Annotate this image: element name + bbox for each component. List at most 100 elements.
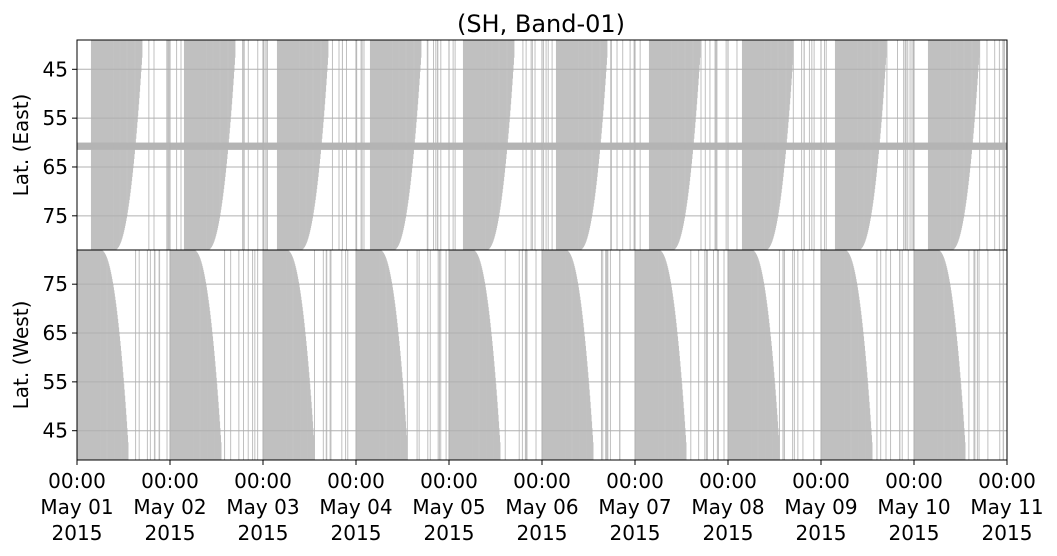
coverage-step [872, 40, 874, 200]
coverage-step [773, 377, 775, 460]
coverage-step [313, 435, 315, 460]
coverage-step [694, 40, 695, 134]
coverage-step [385, 258, 387, 460]
coverage-step [668, 274, 670, 460]
coverage-step [405, 428, 407, 460]
coverage-step [193, 250, 195, 460]
coverage-step [116, 310, 118, 460]
coverage-step [956, 341, 958, 460]
coverage-step [311, 408, 313, 460]
coverage-step [567, 251, 569, 460]
coverage-step [858, 293, 859, 460]
coverage-step [492, 40, 493, 244]
coverage-step [948, 279, 950, 460]
coverage-step [495, 389, 497, 460]
coverage-step [667, 269, 669, 460]
coverage-step [133, 40, 134, 164]
coverage-step [958, 355, 959, 460]
coverage-step [513, 40, 514, 65]
coverage-step [584, 341, 586, 460]
coverage-step [406, 435, 408, 460]
coverage-step [772, 40, 774, 240]
coverage-step [777, 40, 779, 216]
coverage-step [953, 310, 955, 460]
coverage-step [759, 265, 761, 460]
coverage-step [792, 40, 793, 65]
coverage-step [475, 252, 477, 460]
coverage-step [234, 40, 236, 58]
coverage-step [689, 40, 691, 177]
coverage-step [699, 40, 700, 65]
x-tick-label: 00:00 [978, 469, 1036, 493]
coverage-step [495, 40, 497, 233]
coverage-step [128, 40, 130, 200]
coverage-step [577, 284, 579, 460]
coverage-step [937, 250, 939, 460]
coverage-step [127, 442, 129, 460]
coverage-step [410, 40, 412, 182]
coverage-cycle [170, 250, 259, 460]
coverage-step [662, 253, 664, 460]
coverage-step [414, 40, 416, 139]
coverage-step [782, 40, 784, 177]
coverage-step [858, 296, 860, 460]
y-tick-label: 45 [43, 57, 68, 81]
coverage-step [866, 377, 868, 460]
coverage-step [215, 372, 217, 460]
coverage-step [196, 251, 198, 460]
coverage-step [405, 40, 407, 216]
coverage-step [770, 40, 772, 245]
coverage-step [964, 40, 965, 213]
coverage-step [592, 40, 593, 213]
coverage-step [325, 40, 327, 92]
coverage-step [586, 361, 588, 460]
coverage-step [787, 40, 788, 134]
y-tick-label: 75 [43, 204, 68, 228]
coverage-step [319, 40, 321, 159]
coverage-step [677, 341, 679, 460]
coverage-step [957, 40, 958, 244]
coverage-step [572, 262, 574, 460]
coverage-step [767, 310, 769, 460]
coverage-step [122, 40, 124, 236]
coverage-step [287, 250, 289, 460]
coverage-step [680, 366, 681, 460]
coverage-step [194, 250, 196, 460]
coverage-step [976, 40, 978, 92]
coverage-step [854, 274, 856, 460]
coverage-step [844, 250, 845, 460]
coverage-block [635, 250, 659, 460]
coverage-step [947, 274, 949, 460]
coverage-step [771, 345, 772, 460]
coverage-step [483, 276, 485, 460]
coverage-step [379, 250, 381, 460]
coverage-step [101, 250, 103, 460]
coverage-step [219, 40, 221, 216]
coverage-step [214, 40, 216, 240]
coverage-step [225, 40, 227, 173]
coverage-step [395, 310, 397, 460]
coverage-block [728, 250, 752, 460]
coverage-block [170, 250, 194, 460]
panel-west: 45 55 65 75 [43, 249, 1008, 461]
coverage-step [499, 40, 501, 210]
coverage-step [778, 435, 780, 460]
y-axis-label-west: Lat. (West) [9, 301, 33, 410]
coverage-step [951, 296, 953, 460]
coverage-step [868, 40, 870, 226]
coverage-step [770, 336, 772, 460]
coverage-step [400, 355, 401, 460]
coverage-step [409, 40, 411, 190]
coverage-step [855, 276, 857, 460]
coverage-step [681, 40, 683, 233]
coverage-step [855, 279, 857, 460]
coverage-cycle [449, 250, 537, 460]
coverage-step [113, 287, 114, 460]
coverage-step [136, 40, 138, 128]
coverage-step [489, 323, 491, 460]
coverage-step [415, 40, 417, 128]
x-tick-label: 2015 [889, 521, 940, 545]
coverage-step [961, 40, 963, 226]
coverage-step [579, 293, 580, 460]
